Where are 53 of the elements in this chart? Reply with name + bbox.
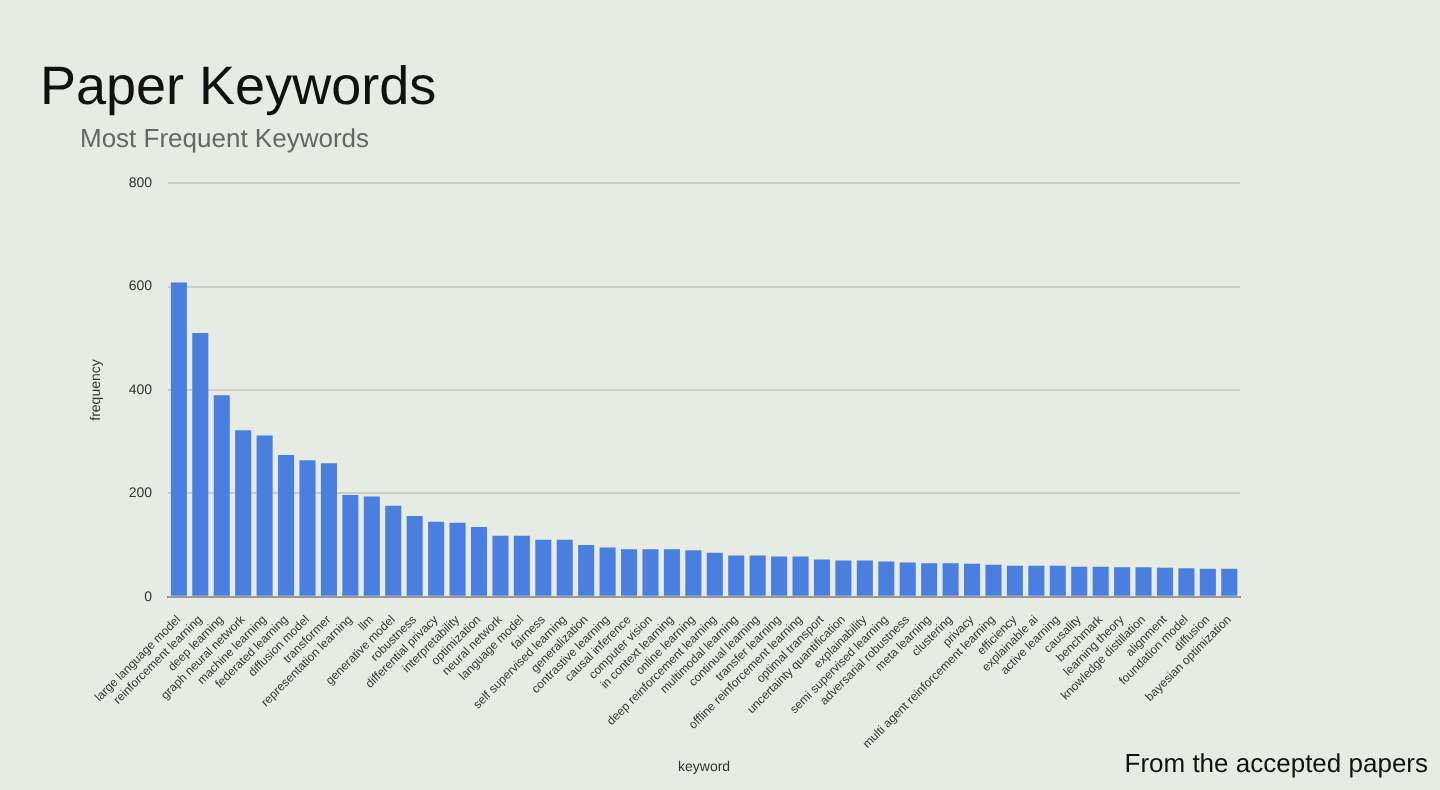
- bar: [385, 505, 402, 596]
- bar: [299, 460, 316, 596]
- bar: [578, 545, 595, 596]
- bar: [256, 435, 273, 596]
- bar: [921, 563, 938, 596]
- bar: [663, 549, 680, 596]
- bar: [964, 563, 981, 596]
- bar: [899, 562, 916, 596]
- bar: [856, 560, 873, 596]
- bar: [599, 547, 616, 596]
- bar: [278, 455, 295, 596]
- bar: [1006, 565, 1023, 596]
- bar: [213, 395, 230, 596]
- bar: [642, 549, 659, 596]
- bar: [813, 559, 831, 596]
- bar: [792, 556, 809, 596]
- bar: [1114, 567, 1131, 596]
- bar: [192, 333, 209, 596]
- bar: [1135, 567, 1152, 596]
- bar: [170, 282, 187, 596]
- bar: [771, 556, 788, 596]
- bar: [835, 560, 852, 596]
- bar: [449, 522, 466, 596]
- bar: [428, 521, 445, 596]
- bar: [706, 552, 723, 596]
- bar: [878, 561, 895, 596]
- bar: [470, 526, 488, 596]
- bar: [556, 539, 573, 596]
- bar: [685, 550, 702, 596]
- bar: [535, 539, 552, 596]
- bar: [1028, 565, 1045, 596]
- bar: [728, 555, 745, 596]
- bar: [235, 430, 252, 596]
- bar: [942, 563, 959, 596]
- bar: [406, 516, 423, 596]
- bar: [492, 535, 509, 596]
- bar: [513, 535, 530, 596]
- text: From the accepted papers: [1124, 748, 1428, 778]
- bar: [1221, 568, 1238, 596]
- chart-title: Paper Keywords: [40, 56, 437, 118]
- bar: [342, 494, 359, 596]
- bar: [1178, 568, 1195, 596]
- chart-subtitle: Most Frequent Keywords: [80, 122, 371, 153]
- bar: [1199, 568, 1216, 596]
- bar: [320, 463, 337, 596]
- bar: [749, 555, 766, 596]
- bar: [1156, 567, 1174, 596]
- bar: [1092, 566, 1109, 596]
- bar: [985, 564, 1002, 596]
- bar: [363, 496, 380, 596]
- bar: [1071, 566, 1088, 596]
- bar: [621, 549, 638, 596]
- bar: [1049, 565, 1066, 596]
